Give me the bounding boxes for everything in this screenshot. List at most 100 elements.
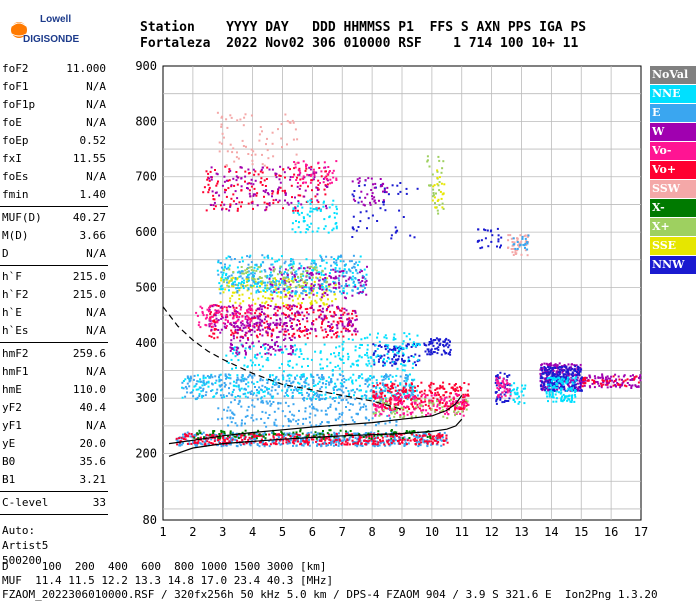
echo-point xyxy=(284,386,286,388)
echo-point xyxy=(209,323,211,325)
echo-point xyxy=(428,405,430,407)
echo-point xyxy=(376,379,378,381)
echo-point xyxy=(221,267,223,269)
echo-point xyxy=(463,404,465,406)
echo-point xyxy=(340,260,342,262)
echo-point xyxy=(392,439,394,441)
echo-point xyxy=(291,290,293,292)
echo-point xyxy=(509,234,511,236)
echo-point xyxy=(269,347,271,349)
echo-point xyxy=(277,345,279,347)
echo-point xyxy=(343,276,345,278)
echo-point xyxy=(285,294,287,296)
echo-point xyxy=(229,323,231,325)
echo-point xyxy=(264,209,266,211)
echo-point xyxy=(352,180,354,182)
echo-point xyxy=(307,442,309,444)
echo-point xyxy=(272,155,274,157)
echo-point xyxy=(391,365,393,367)
echo-point xyxy=(237,379,239,381)
echo-point xyxy=(205,318,207,320)
echo-point xyxy=(232,439,234,441)
echo-point xyxy=(270,405,272,407)
x-tick-label: 3 xyxy=(219,525,226,539)
echo-point xyxy=(278,187,280,189)
echo-point xyxy=(202,311,204,313)
x-tick-label: 4 xyxy=(249,525,256,539)
echo-point xyxy=(394,413,396,415)
echo-point xyxy=(201,384,203,386)
echo-point xyxy=(303,196,305,198)
echo-point xyxy=(309,421,311,423)
echo-point xyxy=(197,374,199,376)
echo-point xyxy=(234,309,236,311)
echo-point xyxy=(272,383,274,385)
echo-point xyxy=(211,336,213,338)
echo-point xyxy=(262,290,264,292)
echo-point xyxy=(400,363,402,365)
echo-point xyxy=(298,280,300,282)
echo-point xyxy=(254,272,256,274)
echo-point xyxy=(345,433,347,435)
echo-point xyxy=(391,412,393,414)
echo-point xyxy=(210,442,212,444)
echo-point xyxy=(291,335,293,337)
echo-point xyxy=(366,274,368,276)
echo-point xyxy=(439,181,441,183)
echo-point xyxy=(487,230,489,232)
echo-point xyxy=(248,330,250,332)
echo-point xyxy=(279,324,281,326)
echo-point xyxy=(225,315,227,317)
echo-point xyxy=(229,382,231,384)
echo-point xyxy=(524,243,526,245)
echo-point xyxy=(412,393,414,395)
echo-point xyxy=(237,359,239,361)
echo-point xyxy=(299,195,301,197)
echo-point xyxy=(230,377,232,379)
echo-point xyxy=(261,169,263,171)
echo-point xyxy=(325,289,327,291)
echo-point xyxy=(360,191,362,193)
echo-point xyxy=(439,338,441,340)
echo-point xyxy=(430,391,432,393)
echo-point xyxy=(256,357,258,359)
echo-point xyxy=(306,282,308,284)
echo-point xyxy=(319,364,321,366)
echo-point xyxy=(344,264,346,266)
echo-point xyxy=(277,314,279,316)
echo-point xyxy=(322,376,324,378)
echo-point xyxy=(366,266,368,268)
echo-point xyxy=(434,389,436,391)
echo-point xyxy=(352,339,354,341)
echo-point xyxy=(319,209,321,211)
echo-point xyxy=(319,286,321,288)
x-tick-label: 7 xyxy=(339,525,346,539)
echo-point xyxy=(362,291,364,293)
echo-point xyxy=(277,323,279,325)
echo-point xyxy=(385,388,387,390)
echo-point xyxy=(238,158,240,160)
echo-point xyxy=(374,445,376,447)
echo-point xyxy=(390,388,392,390)
echo-point xyxy=(508,374,510,376)
echo-point xyxy=(412,406,414,408)
echo-point xyxy=(299,376,301,378)
echo-point xyxy=(513,244,515,246)
echo-point xyxy=(246,255,248,257)
echo-point xyxy=(262,172,264,174)
echo-point xyxy=(498,234,500,236)
echo-point xyxy=(416,439,418,441)
echo-point xyxy=(302,298,304,300)
echo-point xyxy=(335,206,337,208)
echo-point xyxy=(382,201,384,203)
echo-point xyxy=(292,300,294,302)
echo-point xyxy=(357,365,359,367)
echo-point xyxy=(299,434,301,436)
echo-point xyxy=(356,230,358,232)
echo-point xyxy=(402,347,404,349)
echo-point xyxy=(336,226,338,228)
echo-point xyxy=(352,404,354,406)
echo-point xyxy=(329,215,331,217)
echo-point xyxy=(220,204,222,206)
echo-point xyxy=(296,306,298,308)
